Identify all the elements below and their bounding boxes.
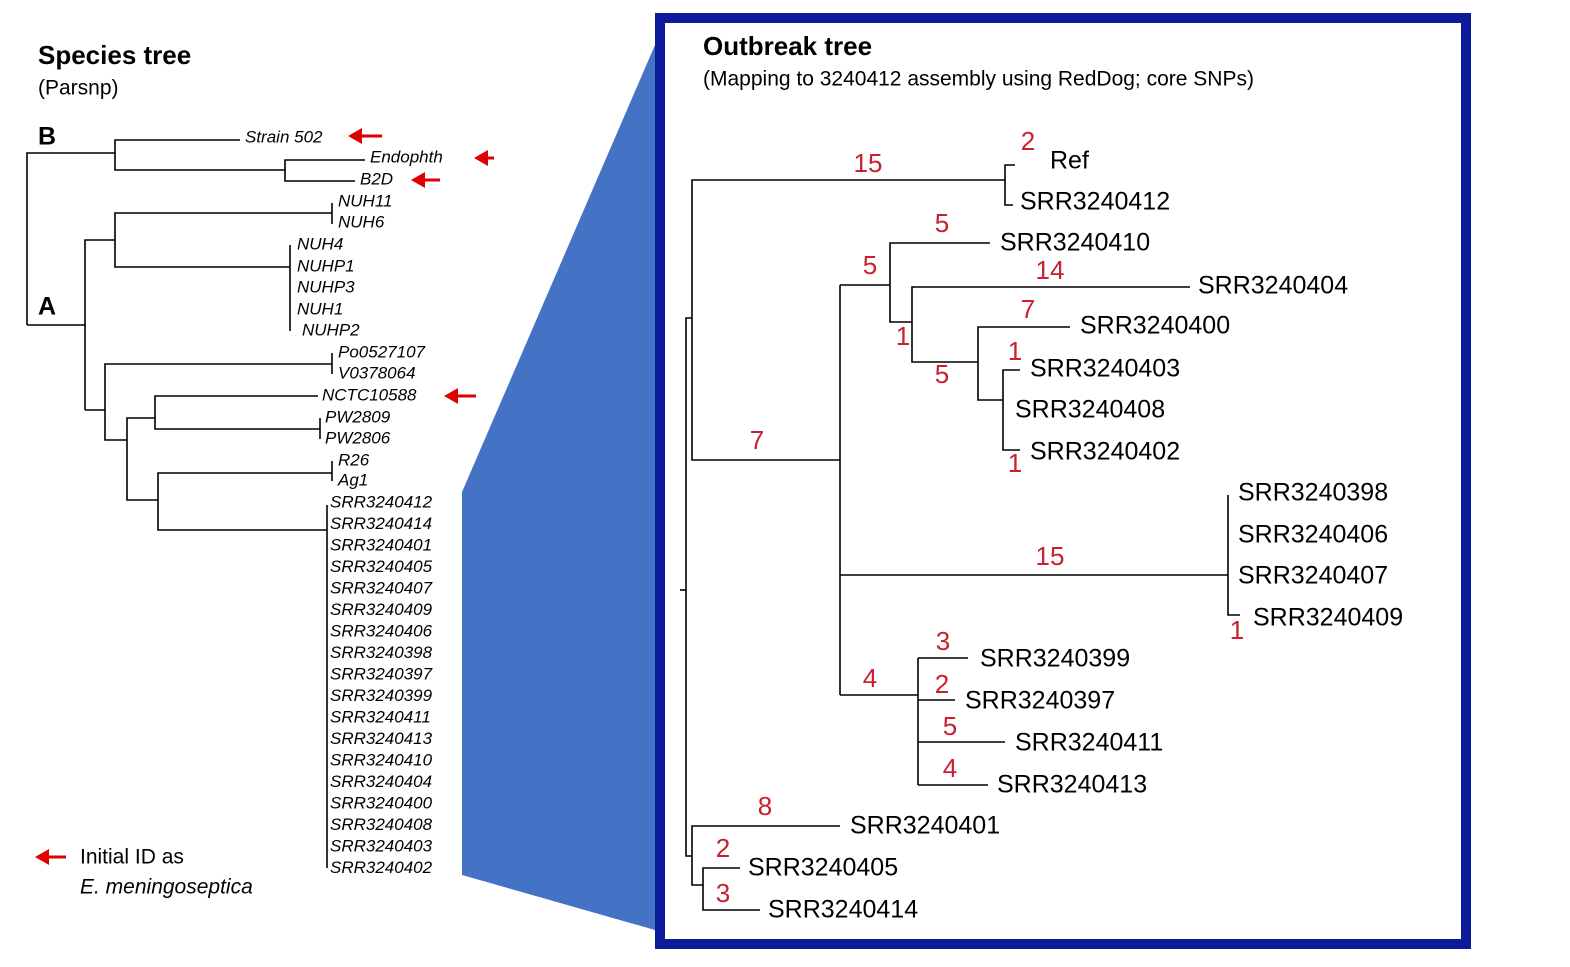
- branch-label: 1: [1008, 448, 1022, 478]
- species-leaf: PW2806: [325, 428, 391, 447]
- branch-label: 15: [854, 148, 883, 178]
- species-leaf: SRR3240401: [330, 535, 432, 554]
- branch-label: 5: [935, 359, 949, 389]
- species-leaf: Endophth: [370, 147, 443, 166]
- species-leaf: B2D: [360, 169, 393, 188]
- outbreak-leaf: SRR3240400: [1080, 312, 1230, 340]
- branch-label: 1: [1008, 336, 1022, 366]
- branch-label: 4: [863, 663, 877, 693]
- branch-label: 7: [1021, 294, 1035, 324]
- outbreak-leaf: SRR3240406: [1238, 521, 1388, 549]
- species-leaf: NUH4: [297, 234, 343, 253]
- outbreak-leaf: SRR3240407: [1238, 562, 1388, 590]
- species-leaf: NUH11: [338, 191, 392, 210]
- branch-label: 5: [943, 711, 957, 741]
- species-leaf: SRR3240399: [330, 686, 433, 705]
- species-leaf: NUH6: [338, 212, 385, 231]
- branch-label: 14: [1036, 255, 1065, 285]
- outbreak-leaf: SRR3240403: [1030, 355, 1180, 383]
- species-leaf: PW2809: [325, 407, 391, 426]
- legend-text: Initial ID as: [80, 846, 184, 869]
- branch-label: 4: [943, 753, 957, 783]
- species-leaf: SRR3240412: [330, 492, 433, 511]
- branch-label: 5: [935, 208, 949, 238]
- outbreak-leaf: SRR3240397: [965, 687, 1115, 715]
- species-leaf: SRR3240408: [330, 815, 433, 834]
- species-title: Species tree: [38, 40, 191, 70]
- branch-label: 1: [896, 321, 910, 351]
- outbreak-subtitle: (Mapping to 3240412 assembly using RedDo…: [703, 68, 1254, 91]
- outbreak-leaf: SRR3240405: [748, 854, 898, 882]
- species-leaf: SRR3240410: [330, 750, 433, 769]
- species-leaf: NUHP2: [302, 320, 360, 339]
- species-leaf: SRR3240398: [330, 643, 433, 662]
- outbreak-branches: [680, 164, 1240, 911]
- species-leaf: SRR3240406: [330, 621, 433, 640]
- legend-text: E. meningoseptica: [80, 876, 253, 899]
- branch-label: 3: [936, 626, 950, 656]
- outbreak-frame: [655, 13, 1471, 949]
- species-leaf: SRR3240414: [330, 514, 432, 533]
- species-leaf: R26: [338, 450, 370, 469]
- zoom-wedge: [462, 45, 655, 930]
- species-leaf: SRR3240400: [330, 793, 433, 812]
- branch-label: 8: [758, 791, 772, 821]
- outbreak-leaf: SRR3240409: [1253, 604, 1403, 632]
- species-leaf: SRR3240409: [330, 600, 433, 619]
- species-leaf: Po0527107: [338, 342, 426, 361]
- species-leaf: SRR3240407: [330, 578, 433, 597]
- outbreak-leaf: SRR3240399: [980, 645, 1130, 673]
- branch-label: 2: [716, 833, 730, 863]
- branch-label: 2: [1021, 126, 1035, 156]
- outbreak-leaf: SRR3240401: [850, 812, 1000, 840]
- outbreak-leaf: SRR3240413: [997, 771, 1147, 799]
- clade-label: A: [38, 293, 56, 321]
- species-leaf: NUHP1: [297, 256, 355, 275]
- branch-label: 3: [716, 878, 730, 908]
- branch-label: 15: [1036, 541, 1065, 571]
- branch-label: 5: [863, 250, 877, 280]
- branch-label: 2: [935, 669, 949, 699]
- species-leaf: Strain 502: [245, 127, 323, 146]
- species-branches: [26, 139, 365, 868]
- outbreak-leaf: SRR3240398: [1238, 479, 1388, 507]
- species-subtitle: (Parsnp): [38, 77, 119, 100]
- species-leaf: NCTC10588: [322, 385, 417, 404]
- species-leaf: V0378064: [338, 363, 416, 382]
- outbreak-leaf: Ref: [1050, 147, 1089, 175]
- outbreak-leaf: SRR3240411: [1015, 729, 1163, 757]
- branch-label: 1: [1230, 615, 1244, 645]
- species-leaf: SRR3240405: [330, 557, 433, 576]
- species-leaf: SRR3240402: [330, 858, 433, 877]
- species-leaf: SRR3240413: [330, 729, 433, 748]
- species-leaf: SRR3240403: [330, 836, 433, 855]
- outbreak-leaf: SRR3240412: [1020, 188, 1170, 216]
- arrows: [35, 128, 494, 865]
- outbreak-leaf: SRR3240408: [1015, 396, 1165, 424]
- species-leaf: NUH1: [297, 299, 343, 318]
- species-leaf: Ag1: [337, 470, 368, 489]
- species-leaf: SRR3240397: [330, 664, 433, 683]
- species-leaf: SRR3240404: [330, 772, 432, 791]
- species-leaf: NUHP3: [297, 277, 355, 296]
- branch-label: 7: [750, 425, 764, 455]
- outbreak-title: Outbreak tree: [703, 31, 872, 61]
- species-leaf: SRR3240411: [330, 707, 431, 726]
- clade-label: B: [38, 123, 56, 151]
- outbreak-leaf: SRR3240402: [1030, 438, 1180, 466]
- outbreak-leaf: SRR3240410: [1000, 229, 1150, 257]
- outbreak-leaf: SRR3240404: [1198, 272, 1348, 300]
- outbreak-leaf: SRR3240414: [768, 896, 918, 924]
